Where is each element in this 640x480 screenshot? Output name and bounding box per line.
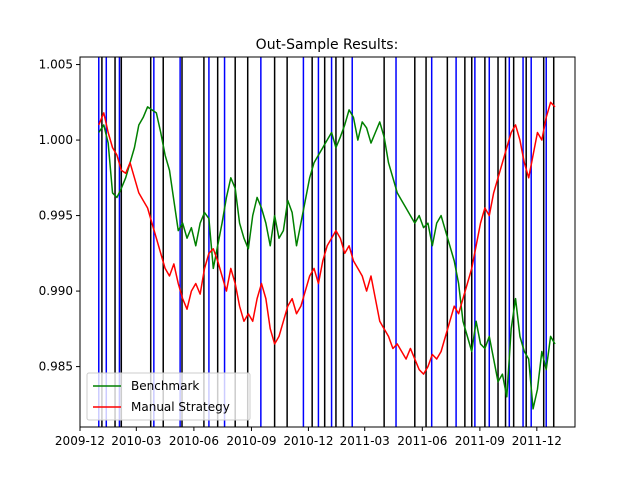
- x-tick-label: 2011-12: [512, 434, 562, 448]
- x-tick-label: 2010-06: [169, 434, 219, 448]
- series-line-benchmark: [98, 106, 556, 410]
- x-tick-label: 2010-03: [111, 434, 161, 448]
- axes-frame: [79, 56, 576, 428]
- x-tick-label: 2011-03: [340, 434, 390, 448]
- chart-title: Out-Sample Results:: [256, 37, 399, 53]
- x-tick-label: 2011-06: [397, 434, 447, 448]
- legend-manual-strategy-label: Manual Strategy: [131, 400, 230, 414]
- legend: Benchmark Manual Strategy: [86, 372, 251, 421]
- x-tick-label: 2011-09: [455, 434, 505, 448]
- x-axis: 2009-12 2010-03 2010-06 2010-09 2010-12 2011-…: [55, 427, 562, 448]
- series-line-manual-strategy: [98, 101, 556, 375]
- legend-box: [86, 372, 251, 421]
- x-tick-label: 2009-12: [55, 434, 105, 448]
- x-tick-label: 2010-09: [226, 434, 276, 448]
- y-tick-label: 0.995: [39, 209, 73, 223]
- y-tick-label: 0.990: [39, 284, 73, 298]
- series-lines-group: [98, 101, 556, 410]
- signal-lines-group: [98, 57, 555, 427]
- legend-benchmark-label: Benchmark: [131, 379, 199, 393]
- y-tick-label: 1.005: [39, 58, 73, 72]
- x-tick-label: 2010-12: [283, 434, 333, 448]
- y-tick-label: 1.000: [39, 133, 73, 147]
- y-tick-label: 0.985: [39, 360, 73, 374]
- y-axis: 0.985 0.990 0.995 1.000 1.005: [39, 58, 80, 374]
